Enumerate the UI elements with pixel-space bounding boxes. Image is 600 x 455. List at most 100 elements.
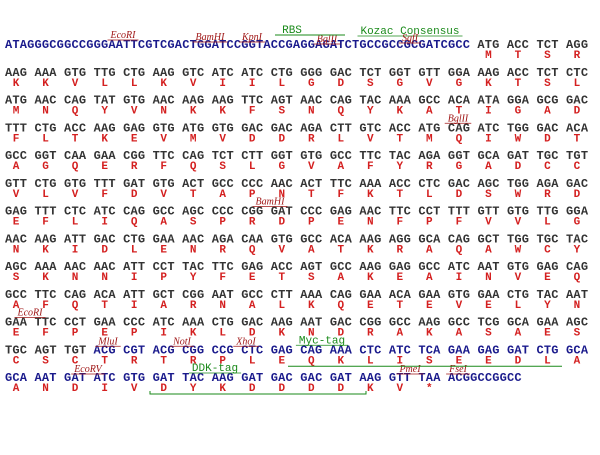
amino-acid: D <box>72 383 79 395</box>
enzyme-label: MluI <box>97 336 118 347</box>
amino-acid: L <box>574 78 581 90</box>
amino-acid: P <box>426 217 433 229</box>
amino-acid: A <box>13 383 20 395</box>
amino-acid: K <box>367 244 374 256</box>
amino-acid: I <box>219 78 226 90</box>
amino-acid: P <box>219 355 226 367</box>
amino-acid: K <box>160 78 167 90</box>
amino-acid: D <box>278 133 285 145</box>
amino-acid: V <box>515 272 522 284</box>
tag-label: RBS <box>282 25 302 37</box>
amino-acid: K <box>397 106 404 118</box>
enzyme-label: XhoI <box>235 336 256 347</box>
amino-acid: D <box>515 161 522 173</box>
amino-acid: L <box>72 217 79 229</box>
amino-acid: L <box>42 133 49 145</box>
amino-acid: Q <box>190 161 197 173</box>
amino-acid: N <box>42 383 49 395</box>
amino-acid: E <box>101 328 108 340</box>
amino-acid: T <box>160 355 167 367</box>
amino-acid: N <box>574 300 581 312</box>
amino-acid: S <box>485 189 492 201</box>
enzyme-label: NotI <box>172 336 191 347</box>
amino-acid: K <box>13 78 20 90</box>
amino-acid: R <box>574 50 581 62</box>
amino-acid: A <box>574 355 581 367</box>
amino-acid: C <box>544 244 551 256</box>
ddk-bracket <box>149 391 367 395</box>
amino-acid: R <box>131 355 138 367</box>
amino-acid: N <box>42 106 49 118</box>
amino-acid: T <box>101 300 108 312</box>
amino-acid: M <box>190 133 197 145</box>
amino-acid: S <box>544 78 551 90</box>
amino-acid: I <box>160 328 167 340</box>
amino-acid: R <box>131 161 138 173</box>
amino-acid: R <box>397 244 404 256</box>
amino-acid: F <box>397 217 404 229</box>
amino-acid: Y <box>397 161 404 173</box>
amino-acid: A <box>219 189 226 201</box>
amino-acid: L <box>131 244 138 256</box>
amino-acid: N <box>160 106 167 118</box>
amino-acid: P <box>131 328 138 340</box>
amino-acid: I <box>249 78 256 90</box>
amino-acid: D <box>101 244 108 256</box>
amino-acid: K <box>367 189 374 201</box>
amino-acid: L <box>42 189 49 201</box>
amino-acid: D <box>544 133 551 145</box>
amino-acid: K <box>42 78 49 90</box>
amino-acid: R <box>249 217 256 229</box>
tag-label: DDK-tag <box>192 363 238 375</box>
amino-acid: A <box>485 161 492 173</box>
enzyme-label: BglII <box>317 34 338 45</box>
tag-label: Kozac Consensus <box>360 26 459 38</box>
amino-acid: I <box>131 272 138 284</box>
amino-acid: N <box>308 106 315 118</box>
amino-acid: F <box>337 189 344 201</box>
amino-acid: K <box>278 328 285 340</box>
amino-acid: K <box>190 328 197 340</box>
amino-acid: V <box>278 244 285 256</box>
amino-acid: F <box>367 161 374 173</box>
amino-acid: V <box>397 383 404 395</box>
amino-acid: S <box>219 161 226 173</box>
amino-acid: E <box>160 244 167 256</box>
amino-acid: T <box>337 244 344 256</box>
amino-acid: L <box>367 355 374 367</box>
amino-acid: E <box>485 355 492 367</box>
amino-acid: Y <box>190 383 197 395</box>
amino-acid: V <box>190 78 197 90</box>
amino-acid: P <box>160 272 167 284</box>
amino-acid: K <box>42 244 49 256</box>
amino-acid: G <box>456 78 463 90</box>
amino-acid: T <box>190 189 197 201</box>
tag-label: Myc-tag <box>299 335 345 347</box>
amino-acid: Q <box>337 300 344 312</box>
amino-acid: Y <box>190 272 197 284</box>
amino-acid: A <box>426 244 433 256</box>
amino-acid: A <box>337 161 344 173</box>
amino-acid: Q <box>131 217 138 229</box>
amino-acid: R <box>426 161 433 173</box>
amino-acid: Q <box>337 106 344 118</box>
amino-acid: R <box>190 355 197 367</box>
amino-acid: I <box>485 106 492 118</box>
amino-acid: K <box>485 78 492 90</box>
amino-acid: W <box>515 189 522 201</box>
amino-acid: D <box>249 133 256 145</box>
amino-acid: G <box>574 217 581 229</box>
amino-acid: K <box>308 300 315 312</box>
amino-acid: S <box>485 328 492 340</box>
amino-acid: R <box>219 244 226 256</box>
amino-acid: I <box>485 133 492 145</box>
amino-acid: C <box>574 161 581 173</box>
amino-acid: Q <box>574 272 581 284</box>
enzyme-label: PmeI <box>398 364 421 375</box>
amino-acid: A <box>485 244 492 256</box>
amino-acid: D <box>574 106 581 118</box>
enzyme-label: KpnI <box>241 32 263 43</box>
amino-acid: D <box>308 383 315 395</box>
amino-acid: P <box>219 217 226 229</box>
amino-acid: V <box>131 106 138 118</box>
